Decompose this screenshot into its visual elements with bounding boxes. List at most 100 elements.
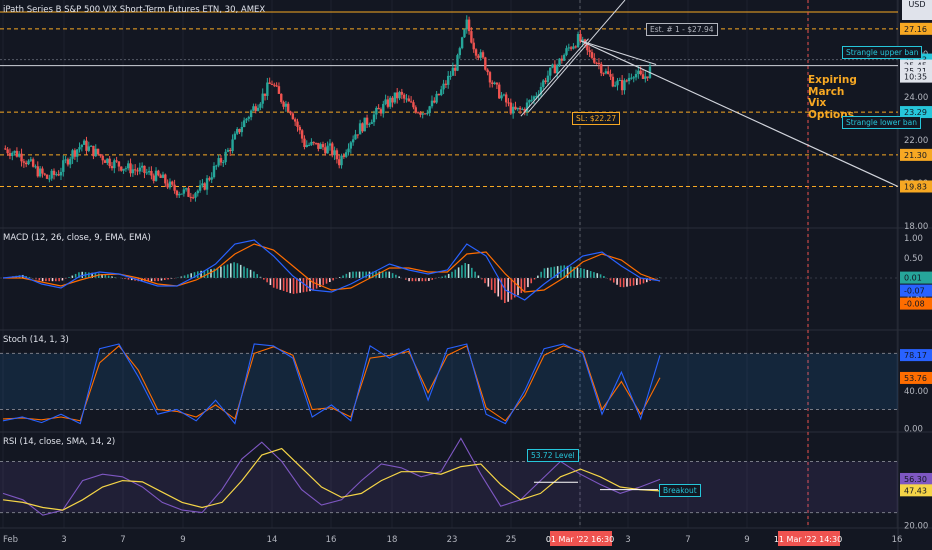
currency-badge[interactable]: USD [902, 0, 932, 20]
candle-body [542, 80, 545, 87]
candle-body [187, 188, 190, 197]
candle-body [400, 91, 404, 95]
macd-title[interactable]: MACD (12, 26, close, 9, EMA, EMA) [3, 233, 151, 243]
candle-body [558, 58, 561, 66]
candle-body [310, 141, 313, 145]
candle-body [229, 149, 232, 152]
candle-body [78, 147, 81, 150]
candle-body [553, 64, 557, 74]
candle-body [314, 142, 318, 144]
candle-body [328, 143, 332, 146]
candle-body [340, 155, 343, 166]
stoch-tick-label: 0.00 [904, 424, 923, 434]
time-tick-label: 23 [447, 535, 458, 545]
candle-body [275, 85, 278, 87]
candle-body [389, 97, 392, 107]
candle-body [502, 94, 506, 96]
candle-body [382, 103, 385, 114]
candle-body [293, 119, 297, 122]
candle-body [245, 118, 248, 121]
candle-body [287, 103, 290, 112]
candle-body [159, 175, 162, 178]
candle-body [164, 174, 167, 184]
candle-body [607, 71, 610, 75]
candle-body [470, 31, 473, 43]
candle-body [219, 158, 223, 163]
candle-body [562, 54, 566, 61]
time-tick-label: 25 [506, 535, 517, 545]
candle-body [166, 183, 169, 188]
candle-body [565, 48, 568, 55]
candle-body [363, 117, 366, 132]
rsi-ma-line [2, 447, 661, 511]
candle-body [386, 99, 390, 107]
candle-body [43, 173, 46, 175]
candle-body [231, 139, 234, 152]
rsi-tick-label: 20.00 [904, 521, 928, 531]
candle-body [630, 77, 633, 79]
candle-body [474, 49, 478, 56]
candle-body [317, 142, 320, 149]
candle-body [184, 188, 188, 190]
candle-body [613, 85, 617, 87]
candle-body [632, 77, 635, 79]
stoch-tick-label: 40.00 [904, 387, 928, 397]
candle-body [178, 193, 181, 196]
candle-body [154, 170, 158, 181]
candle-body [600, 64, 603, 74]
descending-trendline [580, 40, 899, 188]
candle-body [113, 160, 116, 169]
candle-body [572, 46, 575, 49]
rsi-title[interactable]: RSI (14, close, SMA, 14, 2) [3, 437, 116, 447]
expiring-annotation: Expiring March Vix Options [808, 74, 857, 121]
candle-body [593, 57, 596, 63]
candle-body [76, 149, 79, 157]
price-marker-badge [900, 180, 932, 193]
candle-body [539, 86, 543, 95]
candle-body [516, 107, 519, 110]
rsi-level-label: 53.72 Level [527, 449, 579, 462]
candle-body [620, 80, 624, 91]
candle-body [249, 110, 253, 118]
candle-body [375, 107, 378, 115]
candle-body [546, 75, 550, 82]
expiring-line: Vix [808, 97, 827, 109]
candle-body [256, 107, 260, 111]
candle-body [447, 75, 450, 85]
candle-body [15, 150, 19, 157]
candle-body [623, 80, 626, 91]
candle-body [233, 133, 237, 140]
time-tick-label: Feb [3, 535, 18, 545]
candle-body [569, 47, 573, 49]
candle-body [201, 183, 204, 186]
candle-body [124, 168, 128, 170]
candle-body [240, 126, 244, 133]
candle-body [440, 89, 443, 96]
stoch-title[interactable]: Stoch (14, 1, 3) [3, 335, 69, 345]
candle-body [305, 144, 308, 148]
candle-body [498, 84, 501, 99]
candle-body [59, 171, 63, 176]
candle-body [625, 80, 628, 82]
candle-body [407, 98, 410, 102]
candle-body [551, 64, 554, 68]
stoch-k-line [2, 343, 661, 425]
countdown-badge [900, 71, 932, 83]
candle-body [433, 100, 436, 103]
candle-body [182, 189, 186, 194]
candle-body [326, 145, 329, 154]
candle-body [208, 178, 211, 180]
candle-body [259, 103, 262, 108]
candle-body [391, 97, 394, 103]
candle-body [161, 174, 165, 178]
candle-body [129, 163, 132, 174]
candle-body [13, 150, 16, 153]
candle-body [191, 197, 195, 199]
candle-body [484, 57, 487, 70]
expiring-line: Options [808, 108, 854, 121]
candle-body [511, 106, 515, 114]
candle-body [110, 166, 114, 169]
candle-body [196, 190, 199, 194]
candle-body [579, 33, 582, 42]
